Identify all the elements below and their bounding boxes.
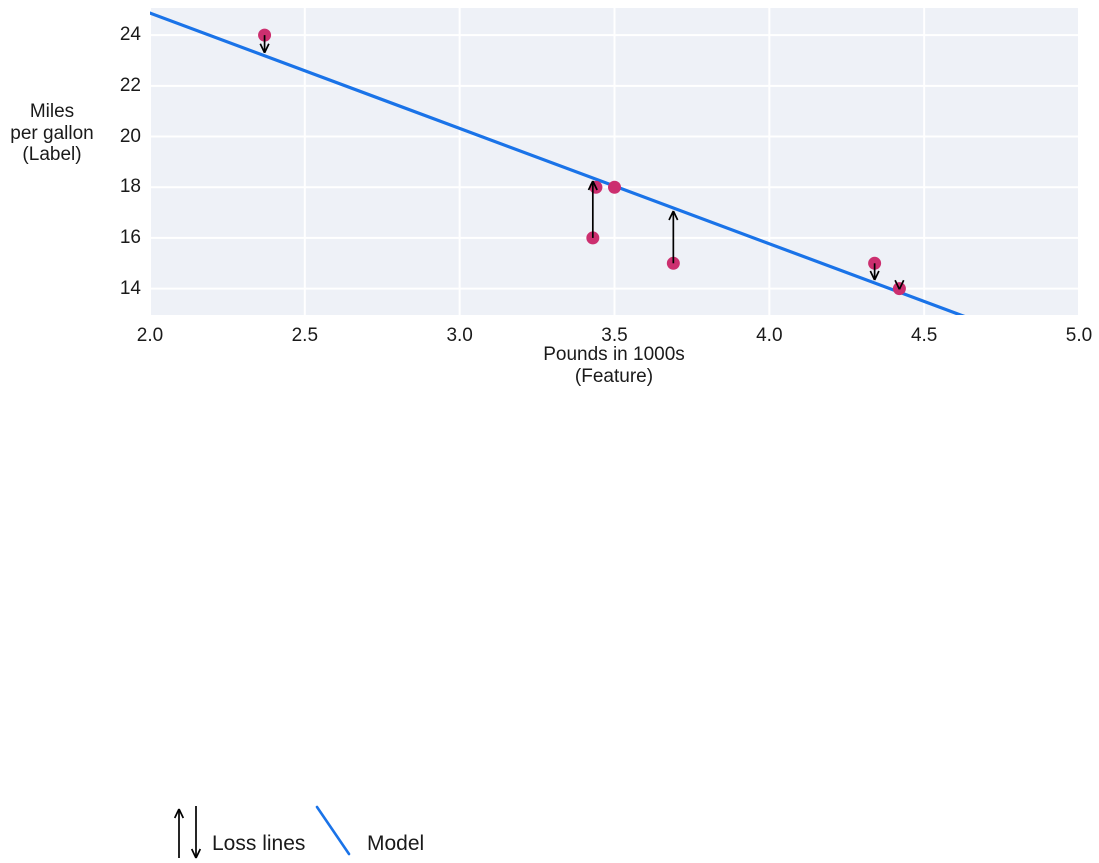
loss-lines-legend-icon xyxy=(173,806,202,859)
plot-area xyxy=(150,8,1079,315)
loss-arrow-head xyxy=(259,43,266,54)
loss-arrow xyxy=(894,279,905,290)
legend-model-line xyxy=(315,805,351,856)
y-tick-label: 18 xyxy=(119,176,141,198)
y-axis-label-line: (Label) xyxy=(22,144,82,165)
loss-arrow-head xyxy=(592,180,598,191)
x-axis-label-line: (Feature) xyxy=(574,365,654,387)
loss-arrow-head xyxy=(894,279,901,290)
x-axis-label: Pounds in 1000s (Feature) xyxy=(464,344,764,387)
loss-arrow xyxy=(259,35,270,54)
x-tick-label: 3.0 xyxy=(446,325,473,346)
legend-down-arrow xyxy=(190,806,202,859)
loss-arrow xyxy=(587,180,598,238)
x-tick-label: 4.0 xyxy=(756,325,783,346)
loss-arrow-head xyxy=(263,43,270,54)
plot-svg xyxy=(150,8,1079,315)
y-tick-label: 24 xyxy=(119,24,141,46)
loss-arrow-head xyxy=(672,210,679,221)
loss-arrow xyxy=(668,210,679,264)
x-tick-label: 2.5 xyxy=(291,325,319,346)
y-tick-label: 22 xyxy=(119,74,141,96)
loss-arrow-head xyxy=(587,180,594,191)
legend-up-arrow xyxy=(173,808,185,858)
legend-label-model: Model xyxy=(367,832,425,855)
y-axis-label: Miles per gallon (Label) xyxy=(0,101,104,166)
model-legend-icon xyxy=(315,805,351,856)
x-axis-label-line: Pounds in 1000s xyxy=(543,344,685,365)
y-tick-label: 14 xyxy=(119,277,141,299)
x-tick-label: 4.5 xyxy=(910,325,938,346)
legend: Loss lines Model xyxy=(0,395,1099,859)
y-axis-label-line: per gallon xyxy=(10,122,94,144)
legend-label-loss-lines: Loss lines xyxy=(212,832,306,855)
loss-arrow-head xyxy=(898,279,905,290)
loss-arrow-head xyxy=(668,210,675,221)
x-tick-label: 5.0 xyxy=(1065,325,1093,346)
figure-canvas: Miles per gallon (Label) 2.0 2.5 3.0 3.5 4.0… xyxy=(0,8,1099,859)
loss-arrow-head xyxy=(869,270,876,281)
chart-figure: { "chart_data": { "type": "scatter", "ti… xyxy=(0,8,1099,859)
x-tick-label: 2.0 xyxy=(136,325,164,346)
loss-arrow-head xyxy=(873,270,880,281)
y-tick-label: 20 xyxy=(119,125,141,147)
loss-arrow xyxy=(869,263,880,281)
x-tick-label: 3.5 xyxy=(601,325,628,346)
y-axis-label-line: Miles xyxy=(29,101,75,122)
y-tick-label: 16 xyxy=(119,226,141,248)
data-point xyxy=(608,180,621,194)
